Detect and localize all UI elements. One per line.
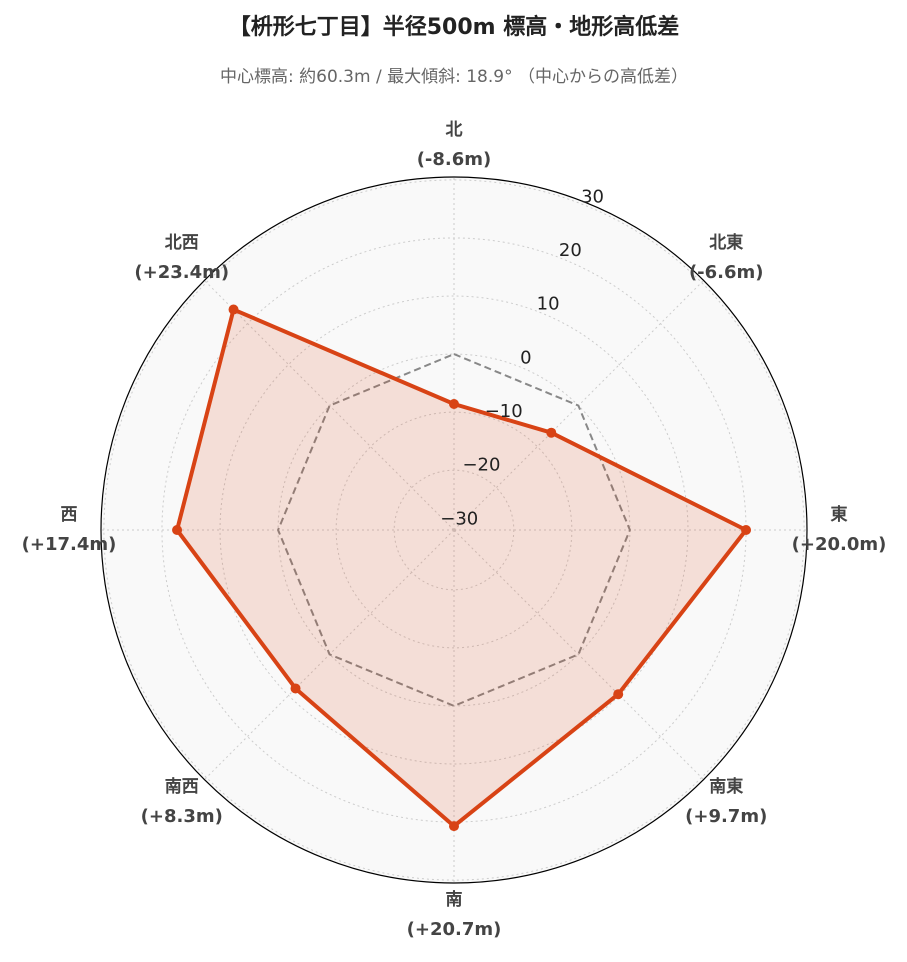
category-label: 南: [446, 889, 463, 910]
data-point: [172, 525, 183, 535]
data-point: [290, 683, 301, 694]
spoke: [204, 280, 455, 531]
spoke: [453, 529, 704, 780]
data-point: [228, 304, 239, 315]
value-label: (+20.7m): [407, 919, 502, 940]
category-label: 南西: [165, 776, 199, 797]
r-tick-label: 20: [559, 240, 582, 261]
value-label: (+23.4m): [134, 262, 229, 283]
category-label: 南東: [709, 776, 743, 797]
chart-subtitle: 中心標高: 約60.3m / 最大傾斜: 18.9° （中心からの高低差）: [220, 67, 688, 87]
r-tick-label: 30: [581, 186, 604, 207]
data-point: [741, 525, 752, 535]
grid-circle: [393, 469, 515, 591]
grid-circle: [335, 411, 573, 649]
value-label: (-8.6m): [417, 149, 492, 170]
r-tick-label: 0: [520, 347, 531, 368]
value-label: (+8.3m): [141, 806, 223, 827]
r-tick-label: −20: [462, 455, 500, 476]
r-tick-label: −30: [440, 508, 478, 529]
value-label: (+17.4m): [22, 534, 117, 555]
value-label: (+9.7m): [685, 806, 767, 827]
reference-line: [276, 352, 632, 708]
r-tick-label: 10: [537, 294, 560, 315]
data-point: [613, 689, 624, 700]
r-tick-label: −10: [485, 401, 523, 422]
category-label: 北: [446, 120, 463, 140]
outer-ring: [100, 176, 808, 884]
grid-circle: [219, 295, 689, 765]
value-label: (+20.0m): [792, 534, 887, 555]
data-point: [449, 399, 459, 410]
chart-title: 【枡形七丁目】半径500m 標高・地形高低差: [229, 14, 680, 40]
data-point: [449, 821, 459, 832]
category-label: 北西: [165, 233, 199, 253]
data-point: [546, 427, 557, 438]
category-label: 西: [61, 505, 78, 525]
value-label: (-6.6m): [689, 262, 764, 283]
category-label: 東: [831, 504, 848, 525]
category-label: 北東: [709, 232, 743, 253]
